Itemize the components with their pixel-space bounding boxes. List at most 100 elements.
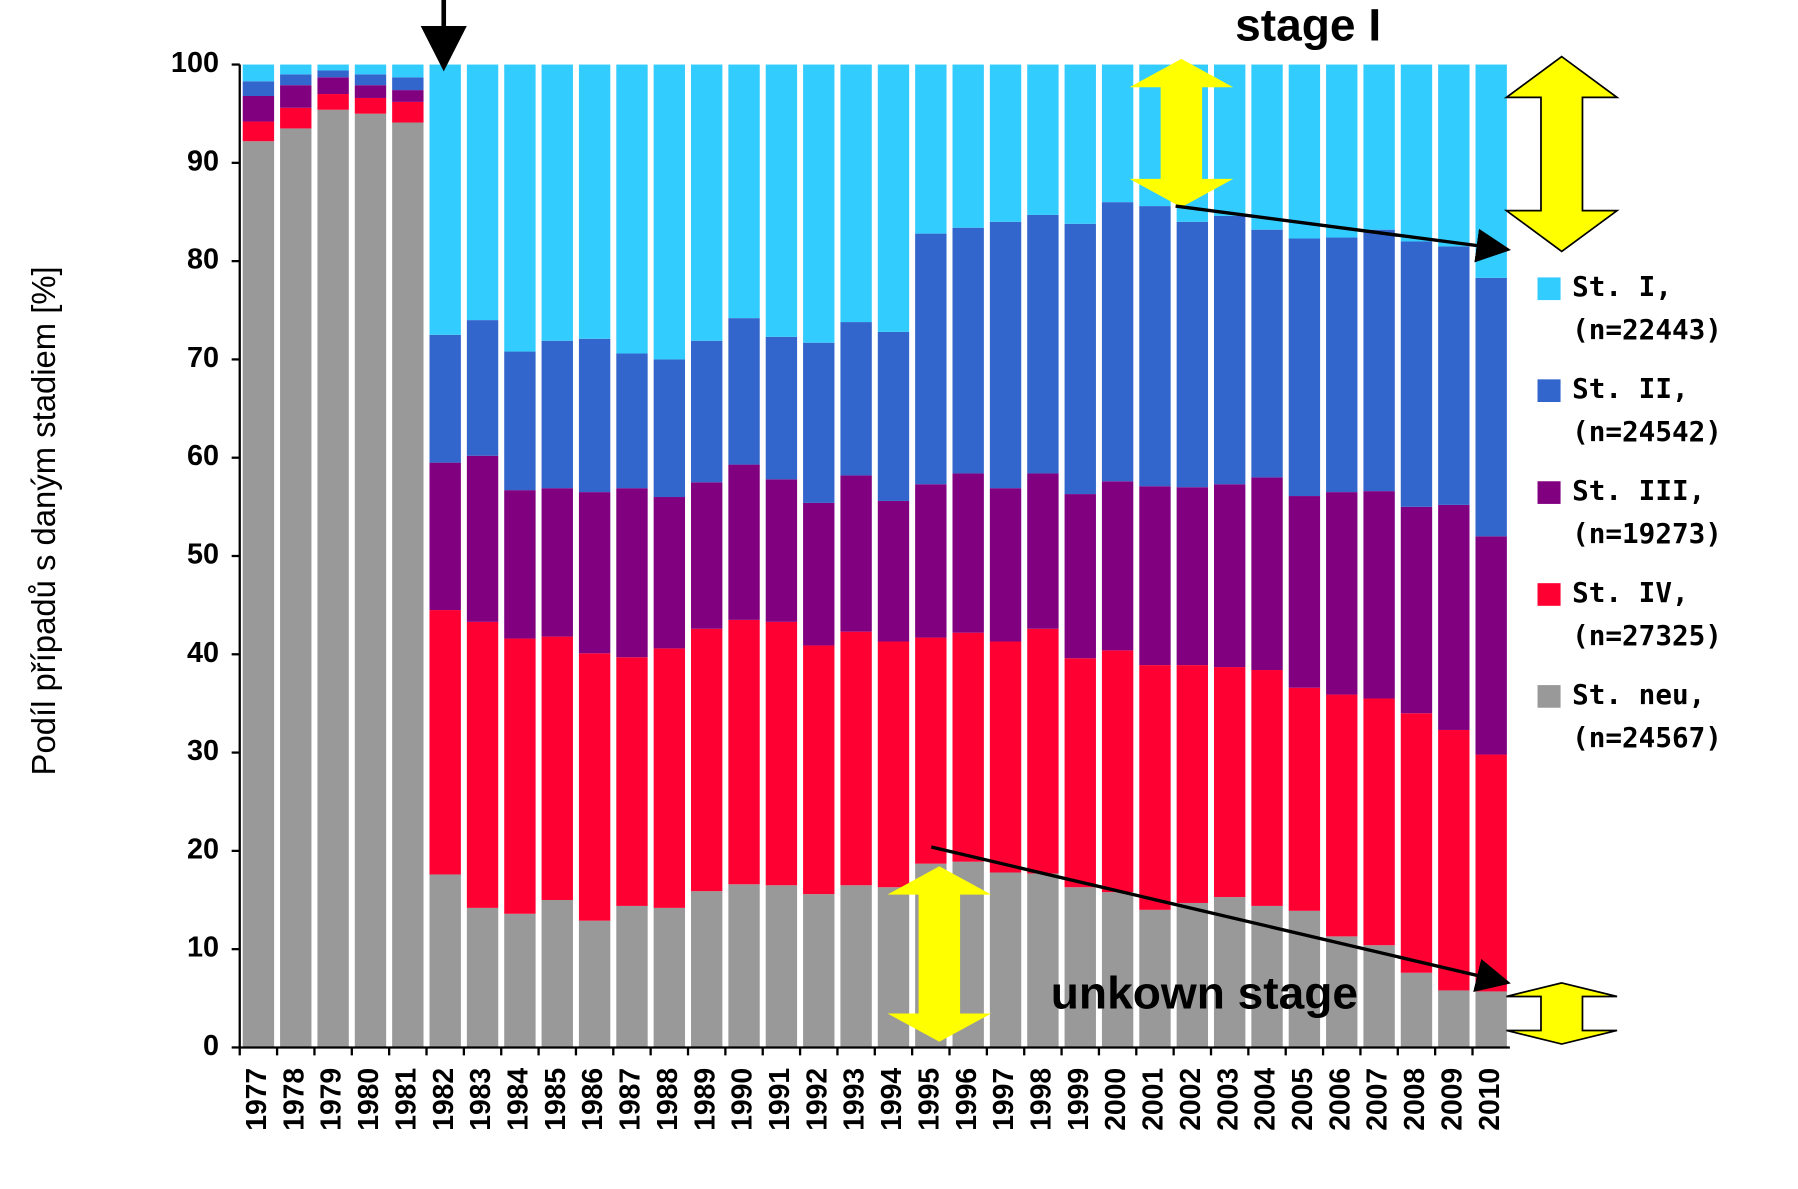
x-tick-label: 1996 — [951, 1068, 983, 1131]
bar-segment — [765, 621, 798, 886]
annotation: unkown stage — [1051, 968, 1358, 1019]
bar-segment — [653, 907, 686, 1048]
bar-segment — [466, 320, 499, 456]
bar-segment — [1213, 897, 1246, 1048]
x-tick-label: 2006 — [1324, 1068, 1356, 1131]
x-tick-label: 1987 — [614, 1068, 646, 1131]
bar-segment — [691, 340, 723, 483]
bar-segment — [1475, 277, 1507, 537]
bar-segment — [1326, 237, 1358, 493]
bar-segment — [1251, 229, 1283, 478]
bar-segment — [765, 885, 798, 1048]
y-tick-label: 100 — [171, 47, 219, 79]
bar-segment — [840, 322, 872, 476]
x-tick-label: 2009 — [1436, 1068, 1468, 1131]
bar-segment — [1176, 665, 1209, 903]
bar-segment — [578, 653, 611, 921]
bar-segment — [653, 648, 686, 908]
x-tick-label: 2007 — [1362, 1068, 1394, 1131]
bar-segment — [989, 221, 1022, 489]
bar-segment — [616, 905, 648, 1048]
bar-segment — [1064, 494, 1096, 659]
x-tick-label: 1979 — [316, 1068, 348, 1131]
bar-segment — [1101, 892, 1134, 1048]
bar-segment — [1213, 64, 1246, 216]
legend-count: (n=24567) — [1572, 723, 1722, 754]
bar-segment — [691, 64, 723, 341]
bar-segment — [691, 891, 723, 1048]
bar-segment — [242, 81, 275, 96]
bar-segment — [578, 64, 611, 339]
bar-segment — [1363, 64, 1395, 230]
legend-swatch — [1537, 277, 1561, 301]
bar-segment — [653, 359, 686, 498]
y-tick-label: 30 — [187, 735, 219, 767]
bar-segment — [541, 900, 573, 1048]
x-tick-label: 1993 — [839, 1068, 871, 1131]
trend-arrow — [930, 845, 1511, 992]
bar-segment — [1438, 64, 1470, 247]
bar-segment — [280, 128, 312, 1048]
bar-segment — [840, 631, 872, 886]
bar-segment — [1064, 223, 1096, 495]
bar-segment — [429, 874, 461, 1048]
x-tick-label: 2010 — [1474, 1068, 1506, 1131]
bar-segment — [1064, 64, 1096, 224]
bar-segment — [466, 455, 499, 622]
legend-label: St. neu, — [1572, 680, 1705, 711]
bar-segment — [578, 920, 611, 1048]
x-tick-label: 1994 — [876, 1068, 908, 1131]
bar-segment — [354, 85, 387, 98]
bar-segment — [1213, 484, 1246, 668]
bar-segment — [242, 64, 275, 82]
bar-segment — [392, 64, 424, 78]
bar-segment — [504, 913, 536, 1048]
bar-segment — [242, 141, 275, 1048]
bar-segment — [1139, 665, 1171, 910]
bar-segment — [1363, 698, 1395, 946]
x-tick-label: 1986 — [577, 1068, 609, 1131]
bar-segment — [392, 90, 424, 102]
bar-segment — [466, 907, 499, 1048]
bar-segment — [952, 473, 984, 633]
bar-segment — [1326, 492, 1358, 695]
x-tick-label: 1988 — [652, 1068, 684, 1131]
bar-segment — [504, 490, 536, 639]
bar-segment — [877, 500, 910, 642]
annotation: stage I — [1235, 0, 1381, 50]
bar-segment — [1139, 486, 1171, 666]
bar-segment — [989, 64, 1022, 222]
bar-segment — [616, 488, 648, 658]
x-tick-label: 1997 — [988, 1068, 1020, 1131]
bar-segment — [1363, 491, 1395, 699]
bar-segment — [1438, 246, 1470, 505]
legend-count: (n=27325) — [1572, 621, 1722, 652]
bar-segment — [840, 475, 872, 632]
bar-segment — [765, 64, 798, 337]
x-tick-label: 1989 — [689, 1068, 721, 1131]
bar-segment — [317, 77, 349, 95]
x-tick-label: 1981 — [390, 1068, 422, 1131]
bar-segment — [1363, 945, 1395, 1048]
bar-segment — [915, 637, 947, 864]
bar-segment — [1176, 221, 1209, 488]
bar-segment — [392, 122, 424, 1048]
bar-segment — [915, 484, 947, 638]
bar-segment — [280, 107, 312, 129]
x-tick-label: 1978 — [278, 1068, 310, 1131]
bar-segment — [541, 636, 573, 901]
bar-segment — [803, 342, 835, 503]
bar-segment — [728, 884, 760, 1048]
bar-segment — [691, 628, 723, 892]
x-tick-label: 1992 — [801, 1068, 833, 1131]
bar-segment — [1438, 990, 1470, 1048]
bar-segment — [915, 64, 947, 234]
bar-segment — [1438, 729, 1470, 991]
bar-segment — [1438, 504, 1470, 730]
bar-segment — [989, 872, 1022, 1048]
x-tick-label: 1983 — [465, 1068, 497, 1131]
y-tick-label: 20 — [187, 834, 219, 866]
bar-segment — [392, 101, 424, 123]
bar-segment — [915, 233, 947, 485]
